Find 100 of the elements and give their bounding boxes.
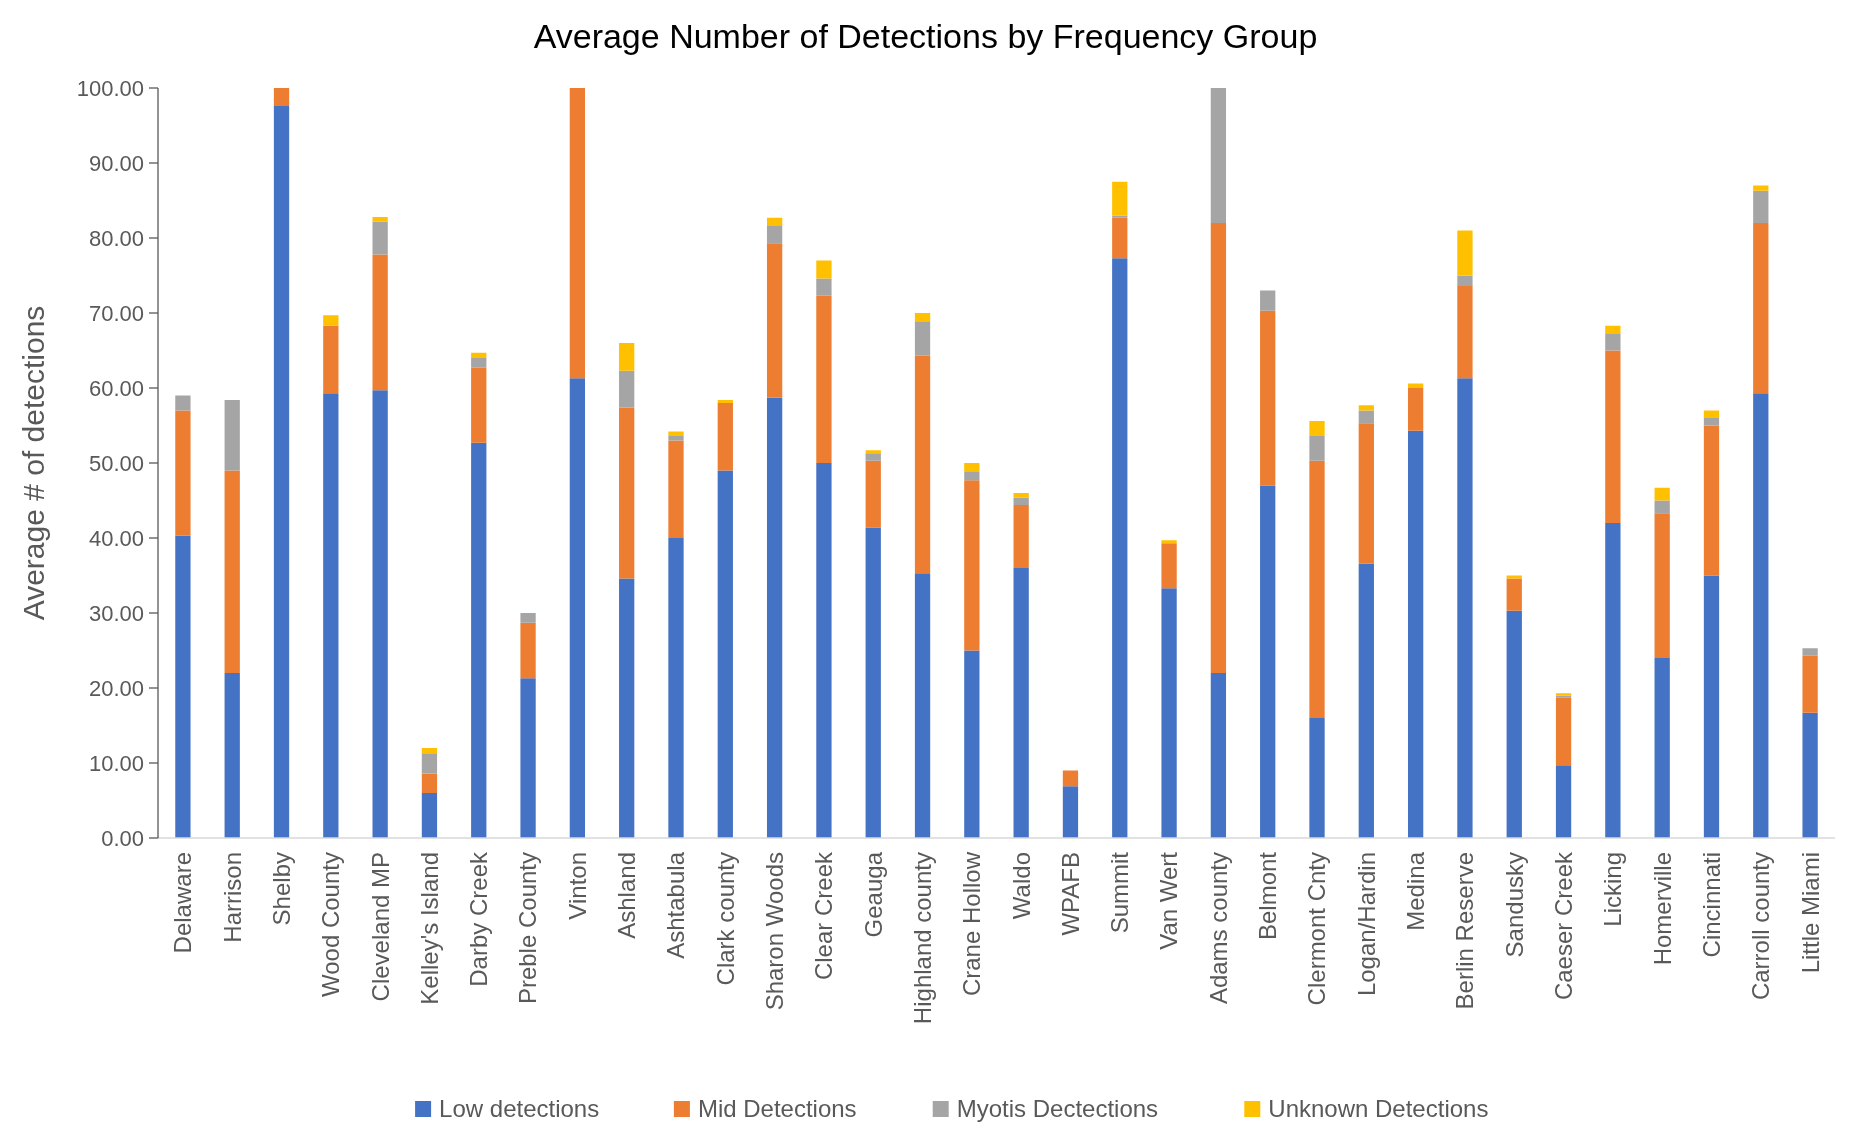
- bar: [1802, 712, 1818, 838]
- y-tick-label: 0.00: [101, 825, 144, 851]
- bar: [865, 460, 881, 528]
- bar: [1654, 487, 1670, 501]
- x-tick-label: Wood County: [317, 852, 345, 997]
- bar: [273, 88, 290, 106]
- bar: [569, 88, 586, 379]
- bar: [619, 370, 635, 408]
- bar: [1358, 563, 1374, 838]
- bar: [1013, 493, 1029, 498]
- bar: [1309, 460, 1325, 718]
- bar: [323, 325, 339, 394]
- x-tick-label: Cleveland MP: [366, 852, 394, 1002]
- x-tick-label: Van Wert: [1155, 851, 1183, 950]
- bar: [520, 678, 536, 838]
- bar: [421, 748, 438, 754]
- bar: [816, 463, 832, 838]
- bar: [1309, 421, 1325, 436]
- bar: [964, 650, 980, 838]
- bar: [175, 410, 191, 536]
- bar: [1210, 673, 1227, 838]
- bar: [1358, 423, 1374, 564]
- x-tick-label: Adams county: [1204, 852, 1232, 1005]
- bar: [766, 217, 783, 226]
- bar: [964, 471, 980, 481]
- x-tick-label: Clark county: [711, 852, 739, 986]
- bar: [224, 470, 240, 673]
- y-tick-label: 20.00: [88, 675, 144, 701]
- bar: [1013, 568, 1029, 838]
- bar: [668, 538, 684, 838]
- bar: [668, 440, 684, 538]
- bar: [1555, 697, 1572, 766]
- bar: [224, 673, 240, 838]
- x-tick-label: WPAFB: [1056, 852, 1084, 936]
- bar: [668, 436, 684, 441]
- bar: [619, 343, 635, 371]
- bar: [1703, 425, 1720, 576]
- bar: [1161, 543, 1177, 589]
- bar: [1753, 223, 1769, 394]
- bar: [1555, 765, 1572, 838]
- x-tick-label: Darby Creek: [465, 851, 493, 987]
- bar: [1654, 500, 1670, 514]
- bar: [1654, 658, 1670, 838]
- y-tick-label: 70.00: [88, 300, 144, 326]
- legend-label: Mid Detections: [697, 1095, 857, 1123]
- bar: [520, 613, 536, 623]
- x-tick-label: Waldo: [1007, 852, 1035, 920]
- bar: [1358, 405, 1374, 411]
- bar: [1457, 378, 1473, 838]
- bar: [766, 225, 783, 244]
- bar: [914, 573, 931, 838]
- y-tick-label: 50.00: [88, 450, 144, 476]
- bar: [816, 278, 832, 296]
- x-tick-label: Crane Hollow: [958, 851, 986, 997]
- bar: [865, 453, 881, 461]
- x-tick-label: Carroll county: [1747, 852, 1775, 1001]
- bar: [619, 407, 635, 579]
- bar: [421, 753, 438, 774]
- bar: [914, 355, 931, 574]
- x-tick-label: Berlin Reserve: [1451, 852, 1479, 1010]
- x-tick-label: Medina: [1402, 851, 1430, 931]
- bar: [323, 315, 339, 326]
- bar: [471, 352, 487, 358]
- bar: [1802, 655, 1818, 713]
- y-tick-label: 80.00: [88, 225, 144, 251]
- y-tick-label: 30.00: [88, 600, 144, 626]
- bar: [1703, 575, 1720, 838]
- x-tick-label: Homerville: [1648, 852, 1676, 966]
- bar: [816, 295, 832, 463]
- bar: [372, 217, 388, 222]
- bar: [1506, 610, 1522, 838]
- bar: [1358, 410, 1374, 424]
- y-tick-label: 40.00: [88, 525, 144, 551]
- bar: [1062, 786, 1079, 838]
- bar: [520, 622, 536, 679]
- bar: [421, 793, 438, 838]
- bar: [175, 535, 191, 838]
- bar: [175, 395, 191, 411]
- bar: [273, 106, 290, 838]
- bar: [1753, 393, 1769, 838]
- x-tick-label: Highland county: [908, 852, 936, 1025]
- bar: [1013, 505, 1029, 568]
- x-tick-label: Delaware: [169, 852, 197, 954]
- x-tick-label: Preble County: [514, 852, 542, 1005]
- bar: [1112, 181, 1128, 216]
- bar: [1802, 648, 1818, 656]
- x-tick-label: Clear Creek: [810, 851, 838, 981]
- bar: [1605, 523, 1621, 838]
- bar: [964, 463, 980, 472]
- bar: [1013, 497, 1029, 505]
- bar: [1506, 575, 1522, 579]
- bar: [1753, 190, 1769, 223]
- bar: [717, 403, 733, 471]
- bar: [1210, 88, 1227, 223]
- bar: [1654, 513, 1670, 658]
- bar: [964, 480, 980, 651]
- x-tick-label: Sharon Woods: [761, 852, 789, 1011]
- y-tick-label: 100.00: [76, 75, 144, 101]
- x-tick-label: Geauga: [859, 851, 887, 938]
- bar: [717, 470, 733, 838]
